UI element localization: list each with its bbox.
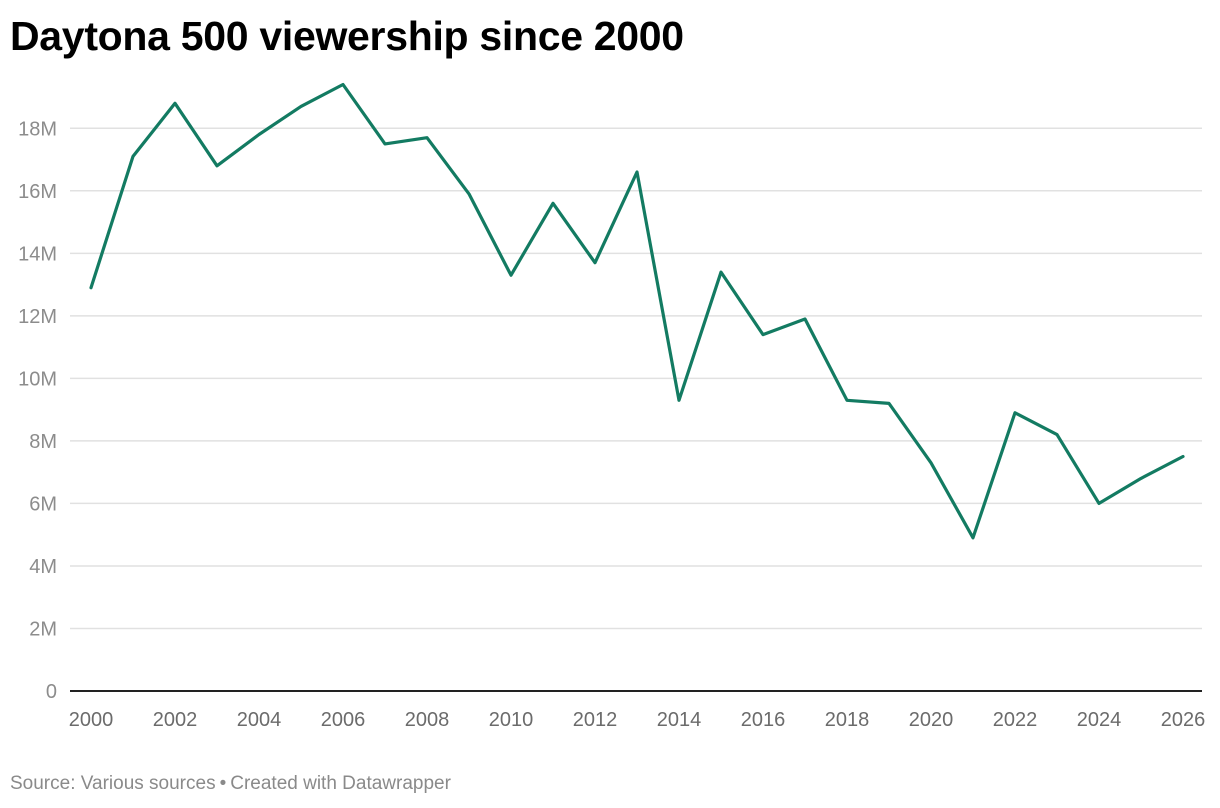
y-tick-label: 8M: [29, 431, 57, 453]
x-tick-label: 2012: [573, 709, 618, 731]
y-tick-label: 18M: [18, 118, 57, 140]
footer-separator: •: [219, 773, 227, 794]
y-tick-label: 14M: [18, 243, 57, 265]
credit-note: Created with Datawrapper: [230, 773, 451, 794]
x-tick-label: 2024: [1077, 709, 1122, 731]
x-tick-label: 2004: [237, 709, 282, 731]
source-note: Source: Various sources: [10, 773, 216, 794]
chart-title: Daytona 500 viewership since 2000: [10, 13, 684, 59]
x-tick-label: 2016: [741, 709, 786, 731]
x-tick-label: 2000: [69, 709, 114, 731]
y-tick-label: 12M: [18, 306, 57, 328]
x-tick-label: 2002: [153, 709, 198, 731]
footer-note: Source: Various sources • Created with Dat…: [10, 772, 451, 796]
y-tick-label: 10M: [18, 368, 57, 390]
x-tick-label: 2010: [489, 709, 534, 731]
x-tick-label: 2018: [825, 709, 870, 731]
x-tick-label: 2006: [321, 709, 366, 731]
y-tick-label: 16M: [18, 181, 57, 203]
viewership-series-line: [89, 82, 1185, 540]
y-tick-label: 4M: [29, 556, 57, 578]
x-tick-label: 2022: [993, 709, 1038, 731]
y-tick-label: 6M: [29, 493, 57, 515]
x-axis-tick-labels: 2000 2002 2004 2006 2008 2010 2012 2014 2016 2018…: [69, 709, 1206, 731]
gridlines: [70, 127, 1202, 630]
x-tick-label: 2014: [657, 709, 702, 731]
y-axis-tick-labels: 0 2M 4M 6M 8M 10M 12M 14M 16M 18M: [18, 118, 57, 703]
series-layer: [89, 82, 1185, 540]
y-tick-label: 0: [46, 681, 57, 703]
y-tick-label: 2M: [29, 618, 57, 640]
x-tick-label: 2026: [1161, 709, 1206, 731]
x-tick-label: 2020: [909, 709, 954, 731]
x-tick-label: 2008: [405, 709, 450, 731]
